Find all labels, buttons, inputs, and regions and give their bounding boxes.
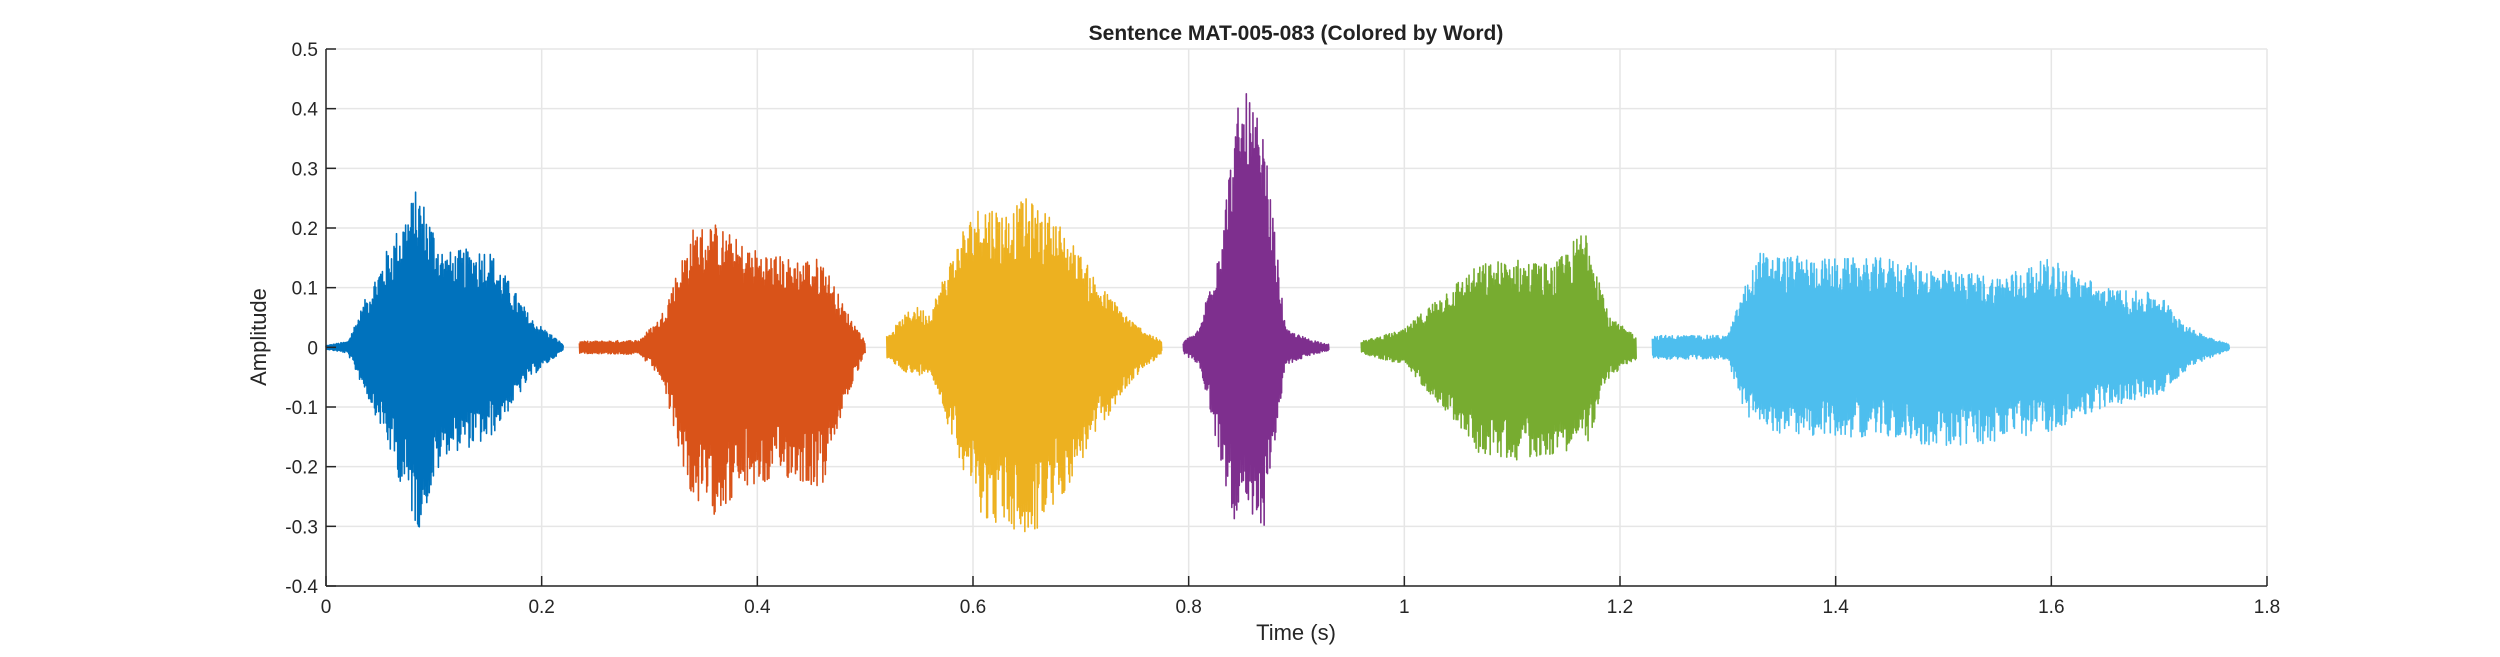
waveform-series-3 [885, 198, 1163, 533]
waveform-series-1 [325, 191, 565, 528]
x-tick-label: 1.8 [2254, 597, 2280, 618]
chart-title: Sentence MAT-005-083 (Colored by Word) [1089, 22, 1504, 45]
x-tick-label: 0.2 [528, 597, 554, 618]
y-tick-label: -0.4 [285, 577, 318, 598]
y-tick-label: -0.2 [285, 458, 318, 479]
waveform-series-6 [1651, 252, 2231, 446]
waveform-series-2 [578, 224, 866, 515]
x-tick-label: 0.6 [960, 597, 986, 618]
x-tick-label: 1.6 [2038, 597, 2064, 618]
y-tick-label: -0.1 [285, 398, 318, 419]
y-tick-label: 0.5 [292, 40, 318, 61]
y-tick-label: 0.4 [292, 100, 319, 121]
y-tick-label: 0 [307, 338, 318, 359]
x-tick-label: 1 [1399, 597, 1410, 618]
x-tick-label: 0.8 [1175, 597, 1201, 618]
y-tick-label: -0.3 [285, 517, 318, 538]
x-tick-label: 0.4 [744, 597, 771, 618]
waveform-series-5 [1360, 235, 1637, 461]
waveform-series-4 [1182, 92, 1330, 526]
x-tick-label: 1.4 [1822, 597, 1849, 618]
axes [325, 49, 2267, 587]
x-tick-label: 1.2 [1607, 597, 1633, 618]
y-tick-label: 0.2 [292, 219, 318, 240]
x-axis-label: Time (s) [1256, 620, 1336, 645]
y-axis-label: Amplitude [246, 288, 271, 386]
ticks: 0 0.2 0.4 0.6 0.8 1 1.2 1.4 1.6 1.8 -0.4 -0.3 -0.2 -0… [285, 40, 2280, 618]
x-tick-label: 0 [321, 597, 332, 618]
y-tick-label: 0.3 [292, 159, 318, 180]
plot-area [325, 92, 2231, 533]
y-tick-label: 0.1 [292, 279, 318, 300]
